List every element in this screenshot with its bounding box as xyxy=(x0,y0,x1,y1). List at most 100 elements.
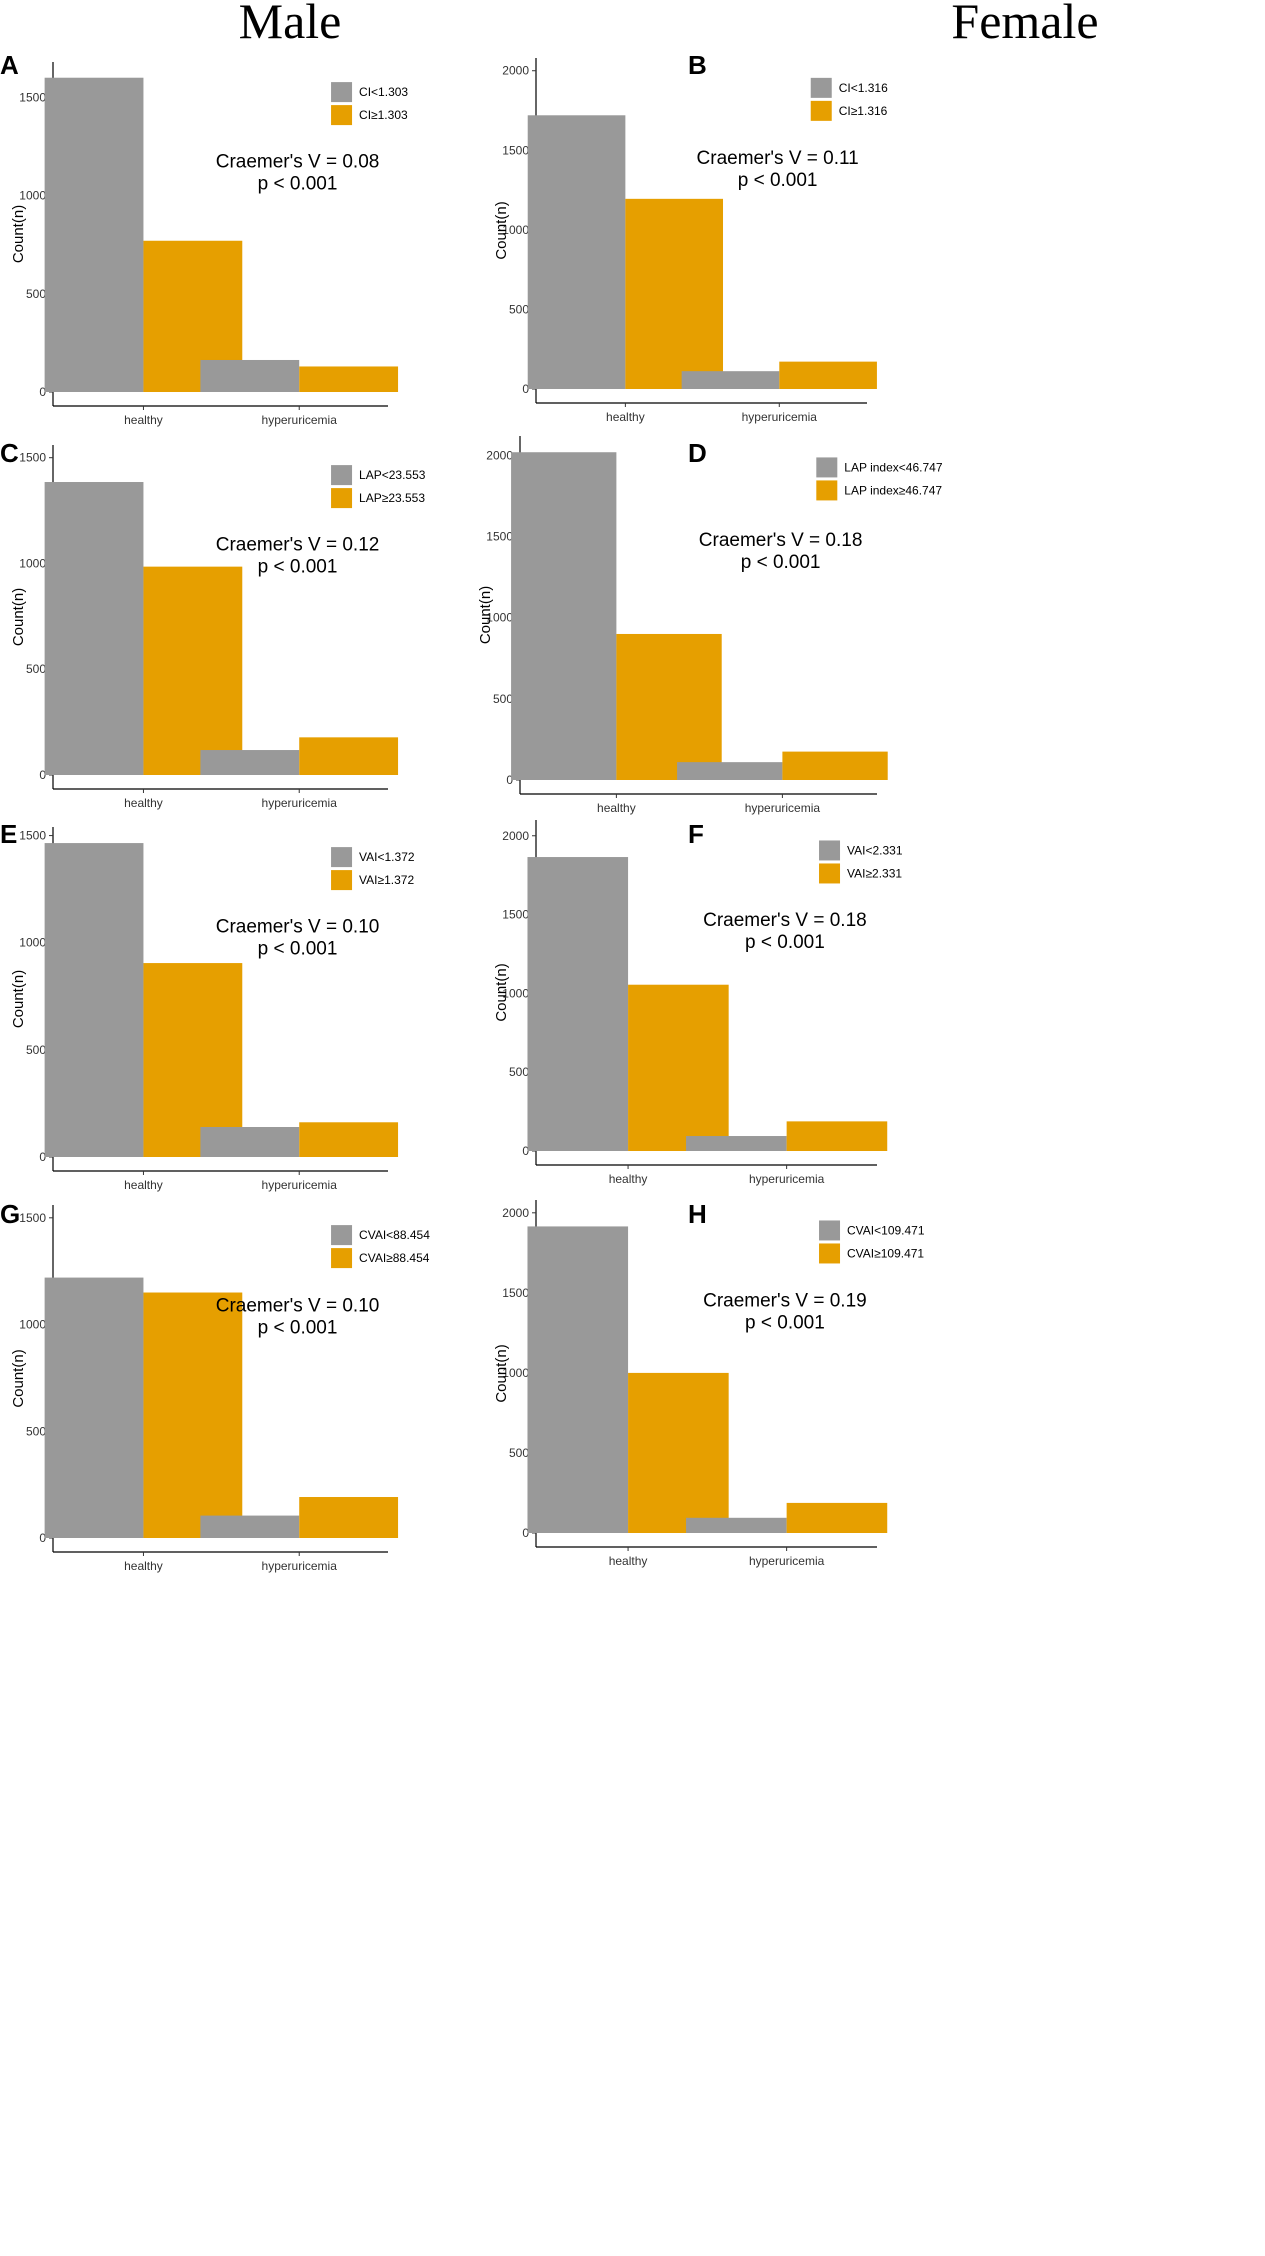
x-tick-label: hyperuricemia xyxy=(749,1554,825,1568)
y-tick-label: 1500 xyxy=(19,451,46,465)
x-tick-label: hyperuricemia xyxy=(742,410,818,424)
bar-hyperuricemia-low xyxy=(200,750,300,775)
y-tick-label: 500 xyxy=(26,1043,46,1057)
bar-healthy-low xyxy=(527,115,626,390)
y-tick-label: 1000 xyxy=(502,986,529,1000)
legend-key xyxy=(331,1248,353,1269)
bar-healthy-low xyxy=(511,452,617,780)
stat-p-value: p < 0.001 xyxy=(741,552,821,573)
y-axis-label: Count(n) xyxy=(10,970,27,1028)
panel-e: E 0 500 1000 1500 Count(n) healthy hyperuricemi… xyxy=(0,819,415,1192)
y-tick-label: 1000 xyxy=(502,223,529,237)
y-tick-label: 500 xyxy=(509,1065,529,1079)
panel-letter: A xyxy=(0,50,19,80)
legend-key xyxy=(331,82,353,103)
bar-healthy-high xyxy=(625,198,724,389)
y-tick-label: 1500 xyxy=(502,143,529,157)
y-tick-label: 500 xyxy=(26,1424,46,1438)
y-axis-label: Count(n) xyxy=(10,205,27,263)
stat-cramers-v: Craemer's V = 0.08 xyxy=(216,152,380,173)
panels: A 0 500 1000 1500 Count(n) healthy hyperuricemi… xyxy=(0,50,943,1573)
bar-hyperuricemia-high xyxy=(786,1502,888,1533)
panel-f: F 0 500 1000 1500 2000 Count(n) healthy hyperuri… xyxy=(493,819,903,1186)
legend-key xyxy=(816,480,838,501)
bar-healthy-low xyxy=(44,1277,144,1538)
y-tick-label: 1000 xyxy=(19,556,46,570)
y-tick-label: 0 xyxy=(506,773,513,787)
legend-label: CI≥1.303 xyxy=(359,108,408,122)
y-tick-label: 2000 xyxy=(502,829,529,843)
bar-healthy-high xyxy=(143,963,243,1157)
y-tick-label: 1500 xyxy=(486,530,513,544)
legend-key xyxy=(819,863,841,884)
y-tick-label: 1500 xyxy=(19,829,46,843)
stat-cramers-v: Craemer's V = 0.11 xyxy=(697,148,859,169)
legend-label: VAI<1.372 xyxy=(359,850,415,864)
bar-healthy-high xyxy=(628,984,729,1151)
stat-p-value: p < 0.001 xyxy=(745,932,825,953)
y-tick-label: 0 xyxy=(39,1531,46,1545)
stat-p-value: p < 0.001 xyxy=(258,557,338,578)
bar-healthy-high xyxy=(143,566,243,775)
y-tick-label: 0 xyxy=(522,1144,529,1158)
y-tick-label: 1000 xyxy=(502,1366,529,1380)
legend-label: CI<1.316 xyxy=(839,81,888,95)
y-tick-label: 0 xyxy=(39,385,46,399)
legend-label: CVAI≥109.471 xyxy=(847,1246,924,1260)
panel-letter: G xyxy=(0,1199,20,1229)
panel-b: B 0 500 1000 1500 2000 Count(n) healthy hyperuri… xyxy=(493,50,888,424)
panel-letter: C xyxy=(0,438,19,468)
y-axis-label: Count(n) xyxy=(10,1349,27,1407)
bar-healthy-high xyxy=(143,1292,243,1538)
legend-key xyxy=(331,1225,353,1246)
bar-hyperuricemia-high xyxy=(786,1121,888,1151)
stat-cramers-v: Craemer's V = 0.10 xyxy=(216,1296,380,1317)
bar-hyperuricemia-low xyxy=(200,1515,300,1538)
x-tick-label: hyperuricemia xyxy=(262,413,338,427)
y-axis-label: Count(n) xyxy=(477,586,494,644)
bar-healthy-low xyxy=(44,77,144,392)
y-tick-label: 2000 xyxy=(502,64,529,78)
bar-hyperuricemia-low xyxy=(200,359,300,392)
panel-h: H 0 500 1000 1500 2000 Count(n) healthy hyperuri… xyxy=(493,1199,925,1568)
y-axis-label: Count(n) xyxy=(493,963,510,1021)
bar-healthy-low xyxy=(527,1226,629,1533)
bar-hyperuricemia-low xyxy=(686,1136,787,1151)
panel-letter: H xyxy=(688,1199,707,1229)
column-header-female: Female xyxy=(951,0,1098,49)
bar-healthy-low xyxy=(44,843,144,1157)
panel-d: D 0 500 1000 1500 2000 Count(n) healthy hyperuri… xyxy=(477,436,943,815)
bar-hyperuricemia-low xyxy=(200,1127,300,1157)
y-tick-label: 1000 xyxy=(19,189,46,203)
bar-hyperuricemia-high xyxy=(779,361,877,389)
y-axis-label: Count(n) xyxy=(10,588,27,646)
legend-label: CVAI<109.471 xyxy=(847,1223,925,1237)
stat-p-value: p < 0.001 xyxy=(738,170,818,191)
stat-cramers-v: Craemer's V = 0.18 xyxy=(699,530,863,551)
y-tick-label: 0 xyxy=(522,1526,529,1540)
legend-label: LAP index<46.747 xyxy=(844,460,943,474)
panel-letter: D xyxy=(688,438,707,468)
legend-label: CI<1.303 xyxy=(359,85,408,99)
y-tick-label: 1500 xyxy=(19,1211,46,1225)
legend-key xyxy=(819,1243,841,1264)
legend-key xyxy=(331,105,353,126)
legend-label: VAI<2.331 xyxy=(847,843,903,857)
legend-label: LAP<23.553 xyxy=(359,468,426,482)
legend-label: CI≥1.316 xyxy=(839,104,888,118)
stat-cramers-v: Craemer's V = 0.18 xyxy=(703,910,867,931)
x-tick-label: healthy xyxy=(124,1559,163,1573)
stat-cramers-v: Craemer's V = 0.19 xyxy=(703,1291,867,1312)
y-tick-label: 1500 xyxy=(502,908,529,922)
x-tick-label: hyperuricemia xyxy=(749,1172,825,1186)
y-tick-label: 1000 xyxy=(19,1318,46,1332)
y-tick-label: 1000 xyxy=(19,936,46,950)
bar-healthy-low xyxy=(527,857,629,1151)
stat-p-value: p < 0.001 xyxy=(258,1318,338,1339)
bar-hyperuricemia-high xyxy=(299,366,399,392)
legend-key xyxy=(331,870,353,891)
legend-key xyxy=(816,457,838,478)
panel-a: A 0 500 1000 1500 Count(n) healthy hyperuricemi… xyxy=(0,50,408,427)
legend-key xyxy=(810,77,832,98)
stat-p-value: p < 0.001 xyxy=(258,174,338,195)
